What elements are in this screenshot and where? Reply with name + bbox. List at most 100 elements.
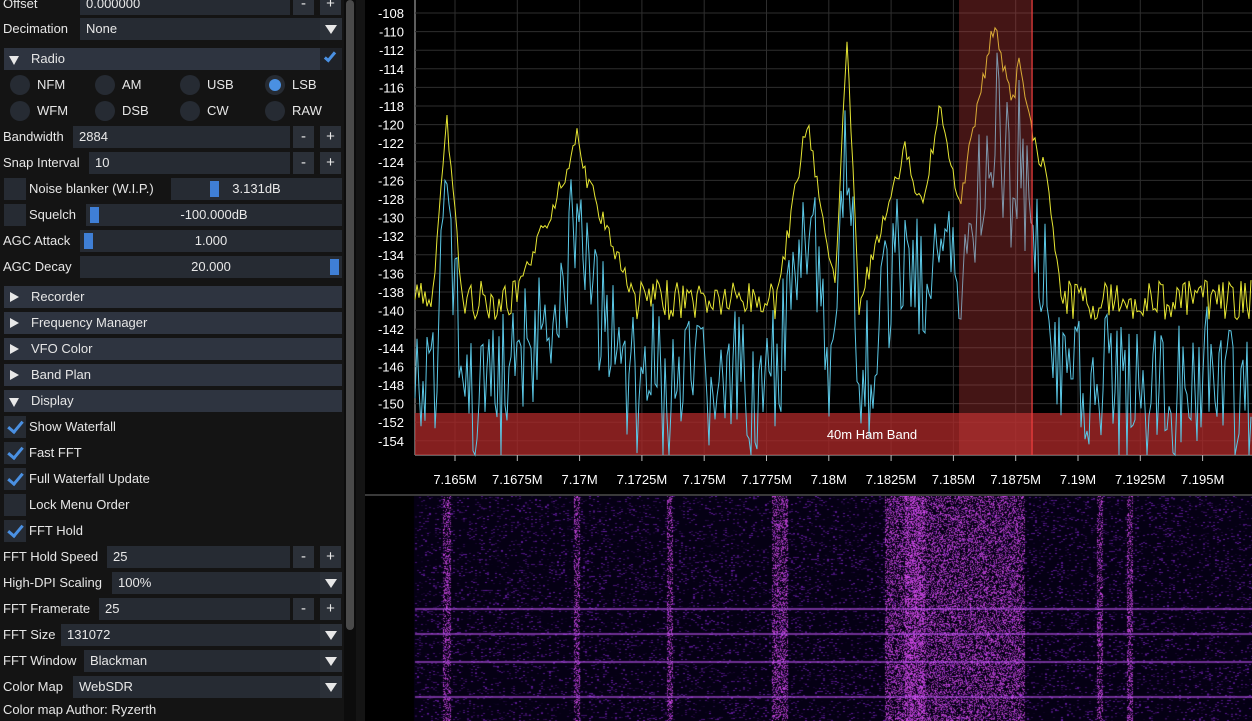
menu-scrollbar-thumb[interactable] xyxy=(346,0,354,630)
squelch-checkbox[interactable] xyxy=(4,204,26,226)
recorder-section-header[interactable]: Recorder xyxy=(4,286,342,308)
offset-input[interactable]: 0.000000 xyxy=(80,0,290,15)
color-map-dropdown-arrow-icon[interactable] xyxy=(320,676,342,698)
mode-radio-usb[interactable] xyxy=(180,75,200,95)
y-tick-label: -112 xyxy=(379,43,404,58)
mode-radio-am[interactable] xyxy=(95,75,115,95)
noise-blanker-slider[interactable]: 3.131dB xyxy=(171,178,342,200)
fft-framerate-input[interactable]: 25 xyxy=(99,598,290,620)
y-tick-label: -116 xyxy=(379,80,404,95)
vfo-color-section-header[interactable]: VFO Color xyxy=(4,338,342,360)
show-waterfall-checkbox[interactable] xyxy=(4,416,26,438)
x-tick-label: 7.185M xyxy=(932,472,975,487)
menu-scrollbar[interactable] xyxy=(344,0,356,721)
offset-plus-button[interactable]: + xyxy=(320,0,341,15)
snap-interval-label: Snap Interval xyxy=(3,155,80,170)
fft-size-select[interactable]: 131072 xyxy=(61,624,320,646)
mode-label-dsb[interactable]: DSB xyxy=(122,103,149,118)
fft-framerate-plus-button[interactable]: + xyxy=(320,598,341,620)
noise-blanker-checkbox[interactable] xyxy=(4,178,26,200)
bandwidth-plus-button[interactable]: + xyxy=(320,126,341,148)
offset-minus-button[interactable]: - xyxy=(293,0,314,15)
fft-hold-checkbox[interactable] xyxy=(4,520,26,542)
mode-radio-nfm[interactable] xyxy=(10,75,30,95)
mode-label-am[interactable]: AM xyxy=(122,77,142,92)
frequency-manager-section-header[interactable]: Frequency Manager xyxy=(4,312,342,334)
fft-framerate-minus-button[interactable]: - xyxy=(293,598,314,620)
side-menu: Offset 0.000000 - + Decimation None Radi… xyxy=(0,0,344,721)
band-plan-header-label: Band Plan xyxy=(31,367,91,382)
band-plan-section-header[interactable]: Band Plan xyxy=(4,364,342,386)
snap-interval-plus-button[interactable]: + xyxy=(320,152,341,174)
slider-grab[interactable] xyxy=(84,233,93,249)
high-dpi-select[interactable]: 100% xyxy=(112,572,320,594)
decimation-dropdown-arrow-icon[interactable] xyxy=(320,18,342,40)
fft-window-select[interactable]: Blackman xyxy=(84,650,320,672)
full-waterfall-update-checkbox[interactable] xyxy=(4,468,26,490)
full-waterfall-update-label[interactable]: Full Waterfall Update xyxy=(29,471,150,486)
squelch-slider[interactable]: -100.000dB xyxy=(86,204,342,226)
slider-grab[interactable] xyxy=(330,259,339,275)
x-tick-label: 7.19M xyxy=(1060,472,1096,487)
color-map-select[interactable]: WebSDR xyxy=(73,676,320,698)
y-tick-label: -136 xyxy=(378,266,404,281)
mode-radio-wfm[interactable] xyxy=(10,101,30,121)
snap-interval-input[interactable]: 10 xyxy=(89,152,290,174)
expand-arrow-icon xyxy=(10,370,19,380)
agc-attack-slider[interactable]: 1.000 xyxy=(80,230,342,252)
x-tick-label: 7.165M xyxy=(433,472,476,487)
fast-fft-checkbox[interactable] xyxy=(4,442,26,464)
agc-attack-value: 1.000 xyxy=(194,233,228,248)
mode-label-nfm[interactable]: NFM xyxy=(37,77,66,92)
fft-hold-label[interactable]: FFT Hold xyxy=(29,523,83,538)
fast-fft-label[interactable]: Fast FFT xyxy=(29,445,82,460)
fft-hold-speed-label: FFT Hold Speed xyxy=(3,549,99,564)
fft-hold-speed-minus-button[interactable]: - xyxy=(293,546,314,568)
y-tick-label: -124 xyxy=(378,155,404,170)
fft-hold-speed-plus-button[interactable]: + xyxy=(320,546,341,568)
slider-grab[interactable] xyxy=(90,207,99,223)
fft-size-dropdown-arrow-icon[interactable] xyxy=(320,624,342,646)
radio-section-header[interactable]: Radio xyxy=(4,48,320,70)
radio-enable-checkbox[interactable] xyxy=(320,48,342,70)
mode-radio-raw[interactable] xyxy=(265,101,285,121)
mode-label-lsb[interactable]: LSB xyxy=(292,77,317,92)
waterfall-splitter[interactable] xyxy=(365,494,1252,496)
vfo-bandwidth-overlay[interactable] xyxy=(959,0,1033,455)
frequency-manager-header-label: Frequency Manager xyxy=(31,315,148,330)
mode-label-cw[interactable]: CW xyxy=(207,103,229,118)
mode-radio-cw[interactable] xyxy=(180,101,200,121)
show-waterfall-label[interactable]: Show Waterfall xyxy=(29,419,116,434)
mode-label-usb[interactable]: USB xyxy=(207,77,234,92)
snap-interval-minus-button[interactable]: - xyxy=(293,152,314,174)
lock-menu-order-label[interactable]: Lock Menu Order xyxy=(29,497,130,512)
mode-radio-lsb[interactable] xyxy=(265,75,285,95)
display-section-header[interactable]: Display xyxy=(4,390,342,412)
recorder-header-label: Recorder xyxy=(31,289,85,304)
expand-arrow-icon xyxy=(10,344,19,354)
agc-decay-slider[interactable]: 20.000 xyxy=(80,256,342,278)
high-dpi-dropdown-arrow-icon[interactable] xyxy=(320,572,342,594)
fft-window-dropdown-arrow-icon[interactable] xyxy=(320,650,342,672)
mode-label-wfm[interactable]: WFM xyxy=(37,103,69,118)
check-icon xyxy=(323,49,337,63)
bandwidth-input[interactable]: 2884 xyxy=(73,126,290,148)
noise-blanker-label: Noise blanker (W.I.P.) xyxy=(29,181,154,196)
x-tick-label: 7.1925M xyxy=(1115,472,1166,487)
collapse-arrow-icon xyxy=(9,398,19,407)
bandwidth-minus-button[interactable]: - xyxy=(293,126,314,148)
y-tick-label: -154 xyxy=(378,434,404,449)
slider-grab[interactable] xyxy=(210,181,219,197)
mode-label-raw[interactable]: RAW xyxy=(292,103,322,118)
y-tick-label: -110 xyxy=(379,25,404,40)
waterfall[interactable] xyxy=(365,496,1252,721)
menu-splitter[interactable] xyxy=(356,0,365,721)
decimation-select[interactable]: None xyxy=(80,18,320,40)
fft-framerate-label: FFT Framerate xyxy=(3,601,91,616)
fft-hold-speed-input[interactable]: 25 xyxy=(107,546,290,568)
expand-arrow-icon xyxy=(10,292,19,302)
fft-spectrum[interactable]: -108 -110 -112 -114 -116 -118 -120 -122 -124 -126… xyxy=(365,0,1252,495)
band-plan-label: 40m Ham Band xyxy=(827,427,917,442)
lock-menu-order-checkbox[interactable] xyxy=(4,494,26,516)
mode-radio-dsb[interactable] xyxy=(95,101,115,121)
